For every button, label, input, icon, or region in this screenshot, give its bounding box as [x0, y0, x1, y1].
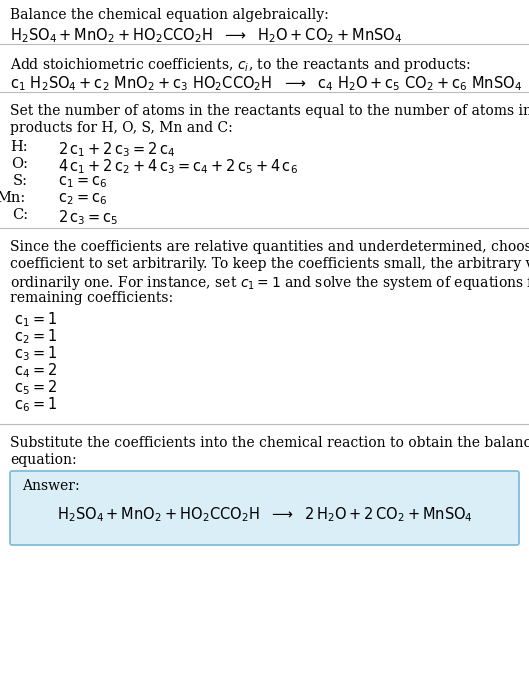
Text: Answer:: Answer: — [22, 479, 80, 493]
Text: $\mathrm{c_1 = c_6}$: $\mathrm{c_1 = c_6}$ — [58, 174, 107, 190]
Text: H:: H: — [11, 140, 28, 154]
Text: remaining coefficients:: remaining coefficients: — [10, 291, 173, 305]
Text: $\mathrm{H_2SO_4 + MnO_2 + HO_2CCO_2H}$  $\mathrm{\longrightarrow}$  $\mathrm{H_: $\mathrm{H_2SO_4 + MnO_2 + HO_2CCO_2H}$ … — [10, 26, 403, 45]
Text: $\mathrm{2\,c_3 = c_5}$: $\mathrm{2\,c_3 = c_5}$ — [58, 208, 118, 227]
Text: products for H, O, S, Mn and C:: products for H, O, S, Mn and C: — [10, 121, 233, 135]
Text: Add stoichiometric coefficients, $c_i$, to the reactants and products:: Add stoichiometric coefficients, $c_i$, … — [10, 56, 471, 74]
FancyBboxPatch shape — [10, 471, 519, 545]
Text: Since the coefficients are relative quantities and underdetermined, choose a: Since the coefficients are relative quan… — [10, 240, 529, 254]
Text: $\mathrm{c_2 = c_6}$: $\mathrm{c_2 = c_6}$ — [58, 191, 107, 207]
Text: O:: O: — [11, 157, 28, 171]
Text: C:: C: — [12, 208, 28, 222]
Text: coefficient to set arbitrarily. To keep the coefficients small, the arbitrary va: coefficient to set arbitrarily. To keep … — [10, 257, 529, 271]
Text: $\mathrm{c_1 = 1}$: $\mathrm{c_1 = 1}$ — [14, 310, 57, 328]
Text: Balance the chemical equation algebraically:: Balance the chemical equation algebraica… — [10, 8, 329, 22]
Text: Substitute the coefficients into the chemical reaction to obtain the balanced: Substitute the coefficients into the che… — [10, 436, 529, 450]
Text: Set the number of atoms in the reactants equal to the number of atoms in the: Set the number of atoms in the reactants… — [10, 104, 529, 118]
Text: $\mathrm{c_1\ H_2SO_4 + c_2\ MnO_2 + c_3\ HO_2CCO_2H}$  $\mathrm{\longrightarrow: $\mathrm{c_1\ H_2SO_4 + c_2\ MnO_2 + c_3… — [10, 74, 522, 93]
Text: ordinarily one. For instance, set $c_1 = 1$ and solve the system of equations fo: ordinarily one. For instance, set $c_1 =… — [10, 274, 529, 292]
Text: $\mathrm{H_2SO_4 + MnO_2 + HO_2CCO_2H}$  $\mathrm{\longrightarrow}$  $\mathrm{2\: $\mathrm{H_2SO_4 + MnO_2 + HO_2CCO_2H}$ … — [57, 505, 472, 523]
Text: $\mathrm{2\,c_1 + 2\,c_3 = 2\,c_4}$: $\mathrm{2\,c_1 + 2\,c_3 = 2\,c_4}$ — [58, 140, 176, 159]
Text: equation:: equation: — [10, 453, 77, 467]
Text: $\mathrm{c_5 = 2}$: $\mathrm{c_5 = 2}$ — [14, 378, 57, 396]
Text: Mn:: Mn: — [0, 191, 26, 205]
Text: $\mathrm{c_6 = 1}$: $\mathrm{c_6 = 1}$ — [14, 395, 57, 414]
Text: $\mathrm{c_3 = 1}$: $\mathrm{c_3 = 1}$ — [14, 344, 57, 363]
Text: $\mathrm{c_4 = 2}$: $\mathrm{c_4 = 2}$ — [14, 361, 57, 380]
Text: $\mathrm{4\,c_1 + 2\,c_2 + 4\,c_3 = c_4 + 2\,c_5 + 4\,c_6}$: $\mathrm{4\,c_1 + 2\,c_2 + 4\,c_3 = c_4 … — [58, 157, 298, 176]
Text: $\mathrm{c_2 = 1}$: $\mathrm{c_2 = 1}$ — [14, 327, 57, 346]
Text: S:: S: — [13, 174, 28, 188]
